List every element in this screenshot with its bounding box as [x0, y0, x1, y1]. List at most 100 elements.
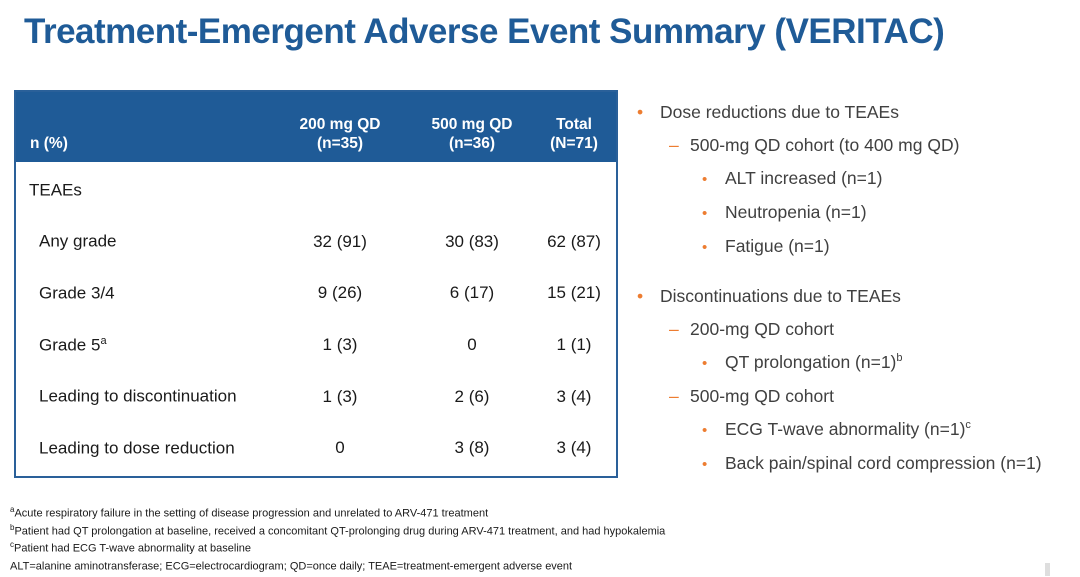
item-text: ECG T-wave abnormality (n=1) — [725, 419, 966, 439]
page-title: Treatment-Emergent Adverse Event Summary… — [24, 12, 945, 51]
item-text: Neutropenia (n=1) — [725, 202, 867, 222]
list-item-text: ECG T-wave abnormality (n=1)c — [725, 413, 971, 446]
bullet-icon — [702, 196, 725, 230]
header-200mg-line1: 200 mg QD — [299, 116, 381, 133]
list-item-text: QT prolongation (n=1)b — [725, 346, 903, 379]
item-text: 200-mg QD cohort — [690, 319, 834, 339]
footnote-text: Patient had ECG T-wave abnormality at ba… — [14, 542, 252, 555]
cell-500mg: 3 (8) — [454, 438, 490, 458]
corner-marker — [1045, 563, 1050, 576]
table-header-row: n (%) 200 mg QD (n=35) 500 mg QD (n=36) … — [16, 92, 616, 162]
list-item-text: Dose reductions due to TEAEs — [660, 96, 899, 129]
cell-200mg: 0 — [335, 438, 345, 458]
list-item-200mg-cohort: 200-mg QD cohort — [632, 313, 1078, 346]
row-label: Leading to dose reduction — [16, 438, 268, 459]
item-text: 500-mg QD cohort — [690, 386, 834, 406]
list-item-500mg-cohort-discontinuation: 500-mg QD cohort — [632, 380, 1078, 413]
footnote-abbreviations: ALT=alanine aminotransferase; ECG=electr… — [10, 556, 1050, 574]
table-header-500mg: 500 mg QD (n=36) — [412, 115, 532, 162]
row-label: Grade 3/4 — [16, 283, 268, 304]
list-item-text: Back pain/spinal cord compression (n=1) — [725, 447, 1042, 480]
bullet-icon — [702, 413, 725, 447]
list-item-text: ALT increased (n=1) — [725, 162, 882, 195]
row-label-text: Any grade — [39, 231, 117, 251]
cell-500mg: 2 (6) — [454, 386, 490, 406]
row-label-text: Leading to dose reduction — [39, 438, 235, 458]
list-item-500mg-cohort-reduction: 500-mg QD cohort (to 400 mg QD) — [632, 129, 1078, 162]
cell-500mg: 6 (17) — [449, 283, 495, 303]
list-item-text: 500-mg QD cohort — [690, 380, 834, 413]
footnote-a: aAcute respiratory failure in the settin… — [10, 503, 1050, 521]
cell-total: 1 (1) — [556, 334, 592, 354]
adverse-events-table: n (%) 200 mg QD (n=35) 500 mg QD (n=36) … — [14, 90, 618, 478]
table-row-grade-3-4: Grade 3/4 9 (26) 6 (17) 15 (21) — [16, 267, 616, 319]
table-header-total: Total (N=71) — [532, 115, 616, 162]
table-header-200mg: 200 mg QD (n=35) — [268, 115, 412, 162]
footnote-text: Acute respiratory failure in the setting… — [14, 507, 489, 520]
cell-500mg: 0 — [467, 334, 477, 354]
bullet-icon — [702, 162, 725, 196]
list-item-qt-prolongation: QT prolongation (n=1)b — [632, 346, 1078, 380]
dash-icon — [669, 313, 690, 346]
row-label-sup: a — [100, 334, 107, 347]
item-text: Dose reductions due to TEAEs — [660, 102, 899, 122]
list-item-dose-reductions: Dose reductions due to TEAEs — [632, 96, 1078, 129]
table-header-n-pct: n (%) — [30, 135, 68, 152]
table-row-grade-5: Grade 5a 1 (3) 0 1 (1) — [16, 319, 616, 371]
header-total-line1: Total — [556, 116, 592, 133]
list-item-alt-increased: ALT increased (n=1) — [632, 162, 1078, 196]
cell-200mg: 1 (3) — [322, 334, 358, 354]
dash-icon — [669, 380, 690, 413]
row-label: TEAEs — [16, 180, 268, 201]
cell-200mg: 1 (3) — [322, 386, 358, 406]
cell-500mg: 30 (83) — [445, 231, 499, 251]
footnote-c: cPatient had ECG T-wave abnormality at b… — [10, 538, 1050, 556]
row-label-text: TEAEs — [29, 180, 82, 200]
table-row-teaes: TEAEs — [16, 164, 616, 216]
cell-total: 15 (21) — [547, 283, 601, 303]
bullet-icon — [637, 96, 660, 129]
footnote-sup: c — [10, 540, 14, 550]
list-item-fatigue: Fatigue (n=1) — [632, 230, 1078, 264]
footnote-sup: a — [10, 505, 15, 514]
table-row-leading-discontinuation: Leading to discontinuation 1 (3) 2 (6) 3… — [16, 371, 616, 423]
cell-total: 62 (87) — [547, 231, 601, 251]
footnote-text: Patient had QT prolongation at baseline,… — [14, 525, 666, 538]
list-item-discontinuations: Discontinuations due to TEAEs — [632, 280, 1078, 313]
bullet-list: Dose reductions due to TEAEs 500-mg QD c… — [632, 96, 1078, 481]
row-label: Grade 5a — [16, 335, 268, 356]
header-200mg-line2: (n=35) — [316, 135, 364, 152]
row-label: Leading to discontinuation — [16, 386, 268, 407]
footnote-sup: b — [10, 522, 15, 532]
bullet-icon — [702, 230, 725, 264]
row-label-text: Grade 5 — [39, 335, 101, 355]
list-item-text: 200-mg QD cohort — [690, 313, 834, 346]
cell-200mg: 9 (26) — [317, 283, 363, 303]
list-item-text: Neutropenia (n=1) — [725, 196, 867, 229]
table-body: TEAEs Any grade 32 (91) 30 (83) 62 (87) … — [16, 162, 616, 476]
list-item-neutropenia: Neutropenia (n=1) — [632, 196, 1078, 230]
item-text: Back pain/spinal cord compression (n=1) — [725, 453, 1042, 473]
list-item-back-pain: Back pain/spinal cord compression (n=1) — [632, 447, 1078, 481]
footnotes: aAcute respiratory failure in the settin… — [10, 503, 1050, 574]
item-sup: b — [896, 352, 903, 365]
cell-total: 3 (4) — [556, 386, 592, 406]
item-text: Discontinuations due to TEAEs — [660, 286, 901, 306]
row-label-text: Leading to discontinuation — [39, 386, 237, 406]
list-item-ecg-twave: ECG T-wave abnormality (n=1)c — [632, 413, 1078, 447]
item-text: ALT increased (n=1) — [725, 168, 883, 188]
list-item-text: Discontinuations due to TEAEs — [660, 280, 901, 313]
table-row-leading-dose-reduction: Leading to dose reduction 0 3 (8) 3 (4) — [16, 422, 616, 474]
footnote-text: ALT=alanine aminotransferase; ECG=electr… — [10, 560, 573, 573]
list-item-text: Fatigue (n=1) — [725, 230, 830, 263]
row-label: Any grade — [16, 231, 268, 252]
cell-200mg: 32 (91) — [313, 231, 367, 251]
bullet-icon — [702, 447, 725, 481]
bullet-icon — [702, 346, 725, 380]
list-item-text: 500-mg QD cohort (to 400 mg QD) — [690, 129, 959, 162]
item-text: QT prolongation (n=1) — [725, 352, 897, 372]
row-label-text: Grade 3/4 — [39, 283, 115, 303]
bullet-icon — [637, 280, 660, 313]
table-row-any-grade: Any grade 32 (91) 30 (83) 62 (87) — [16, 216, 616, 268]
item-text: Fatigue (n=1) — [725, 236, 830, 256]
